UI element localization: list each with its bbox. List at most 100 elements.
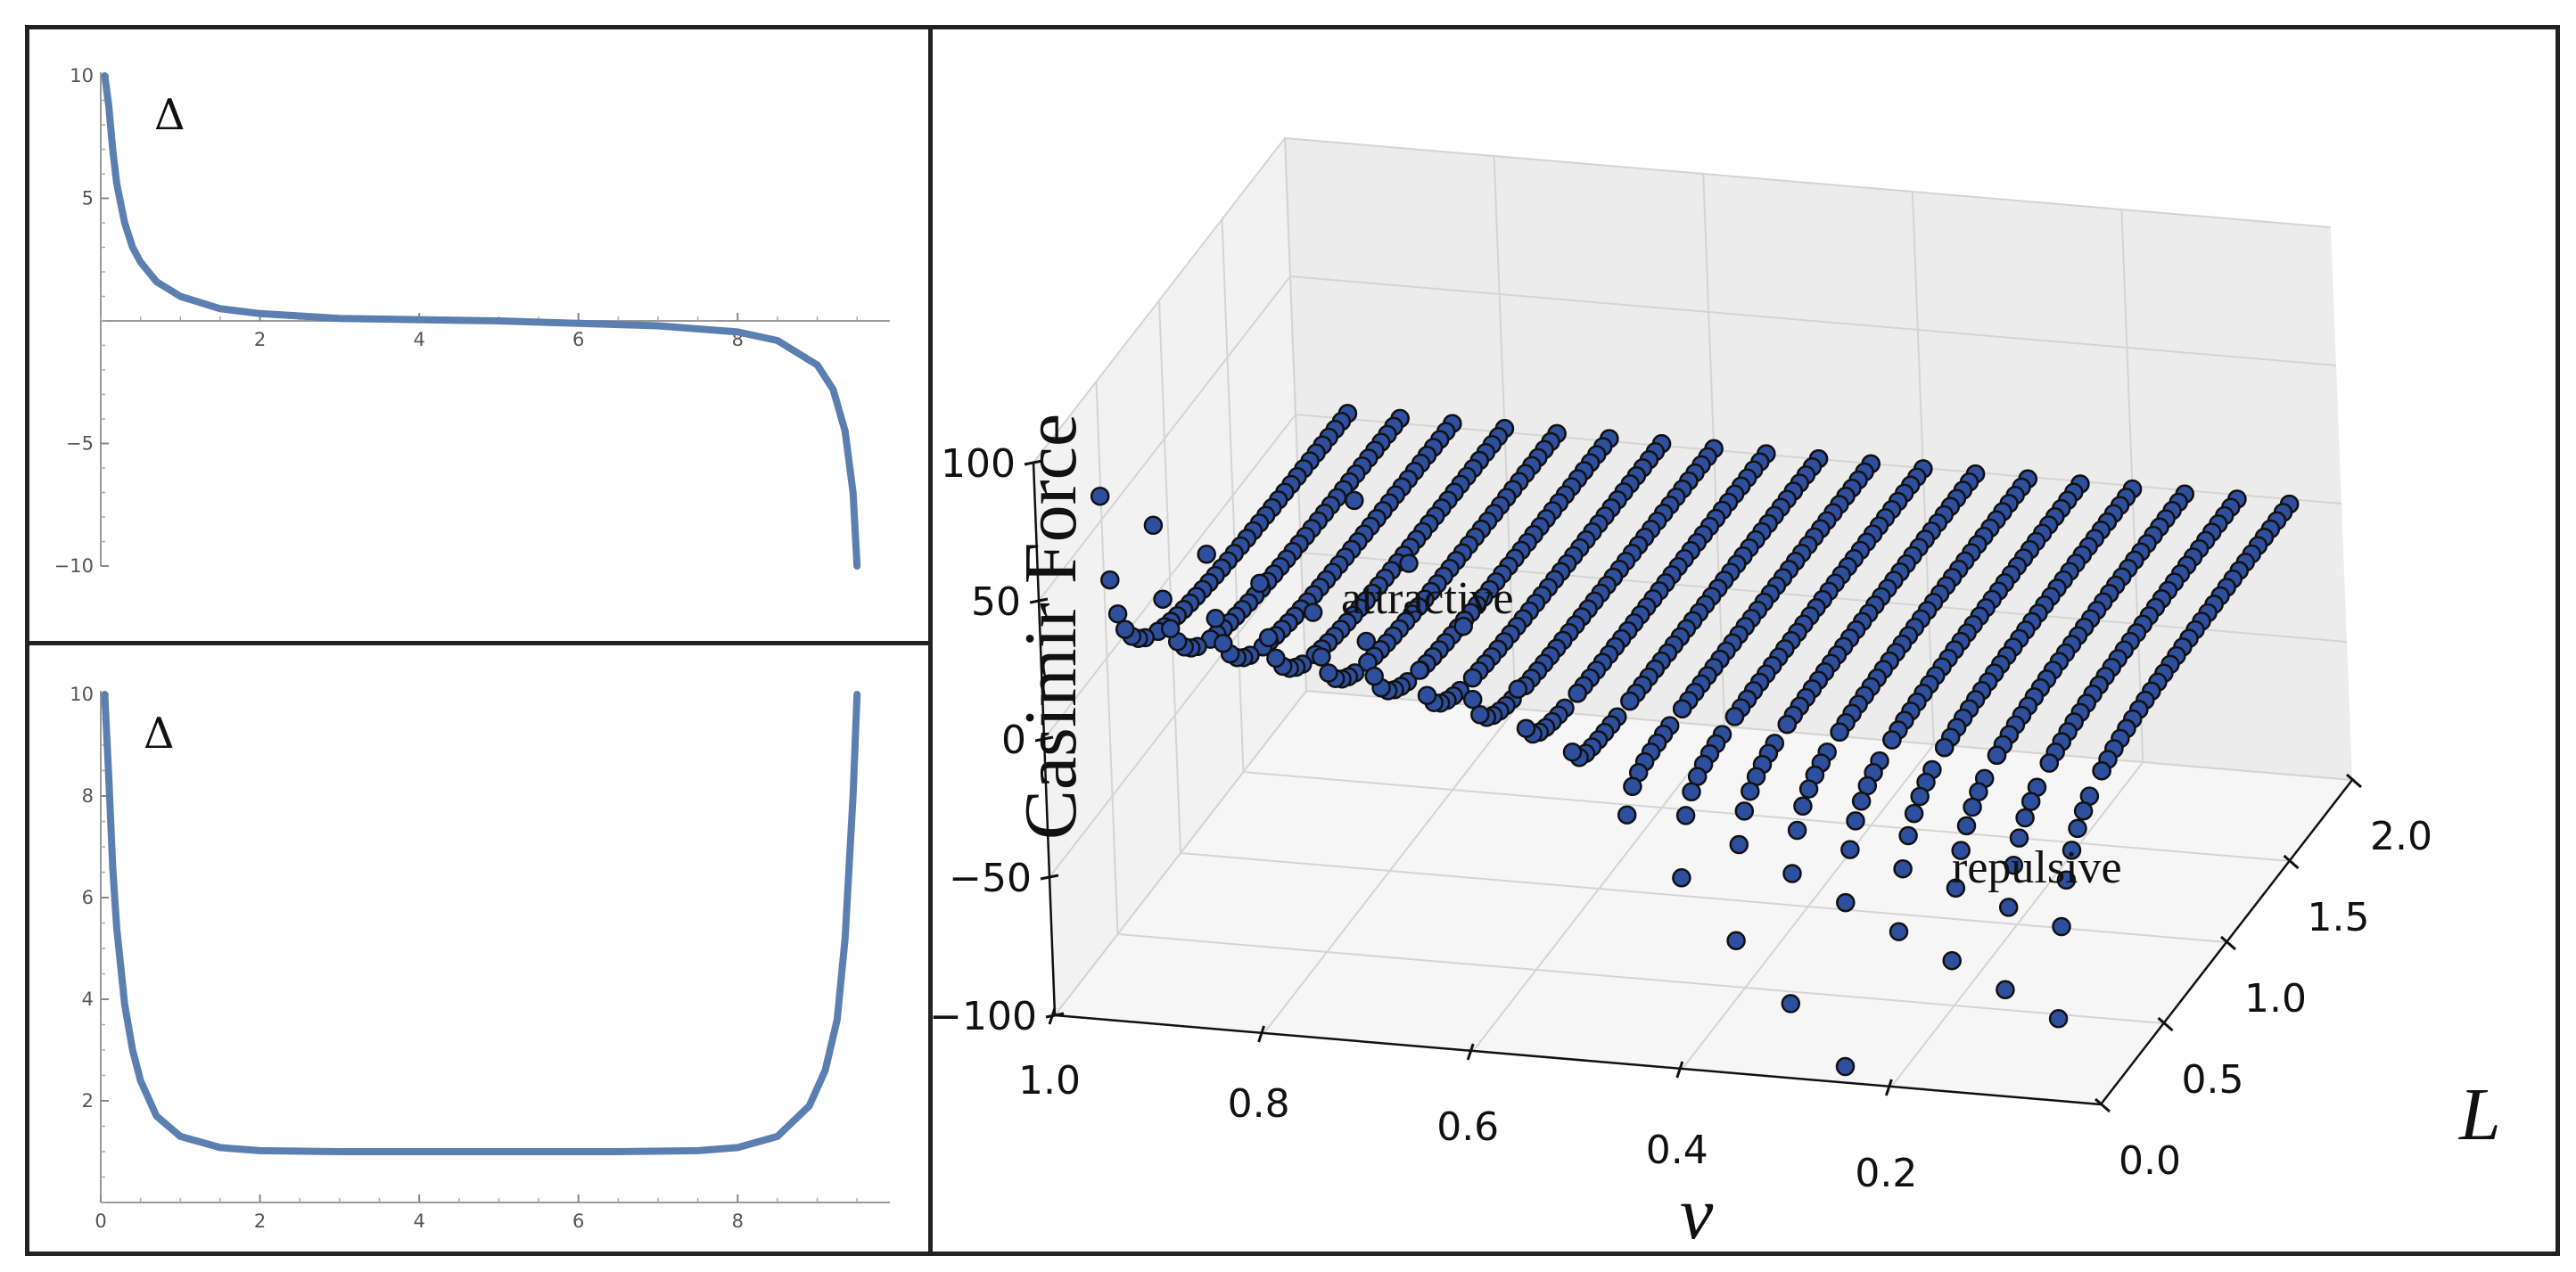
scatter-point	[2052, 916, 2071, 937]
L-tick-label: 1.5	[2308, 895, 2370, 940]
series-label-delta: Δ	[144, 709, 175, 759]
scatter-point	[1741, 781, 1760, 801]
L-tick-label: 0.5	[2182, 1057, 2244, 1103]
scatter-point	[2039, 753, 2060, 773]
nu-tick	[1048, 1007, 1057, 1025]
scatter-point	[1115, 620, 1135, 639]
nu-tick	[1257, 1025, 1266, 1043]
scatter-point	[1623, 776, 1642, 797]
y-tick-label: −5	[66, 433, 94, 455]
scatter-point	[1470, 705, 1490, 725]
scatter-point	[1453, 616, 1473, 636]
scatter-point	[1620, 691, 1640, 711]
scatter-point	[1724, 707, 1745, 726]
scatter-point	[1889, 922, 1909, 941]
scatter-point	[1214, 634, 1233, 653]
scatter-point	[1266, 648, 1286, 669]
scatter-point	[1206, 609, 1226, 628]
x-tick-label: 0	[95, 1210, 106, 1232]
y-tick-label: 10	[70, 65, 94, 86]
force-tick	[1045, 1012, 1065, 1019]
scatter-point	[2056, 870, 2077, 890]
scatter-point	[2004, 855, 2024, 875]
nu-axis-title: ν	[1680, 1172, 1714, 1251]
scatter-point	[1462, 668, 1483, 688]
nu-tick-label: 0.6	[1436, 1104, 1499, 1150]
scatter-point	[1568, 684, 1587, 703]
scatter-point	[1777, 714, 1798, 734]
scatter-point	[1734, 801, 1755, 821]
x-tick-label: 6	[572, 329, 584, 350]
scatter-point	[1987, 745, 2007, 766]
scatter-point	[1462, 689, 1483, 710]
x-tick-label: 4	[413, 329, 424, 350]
annotation-attractive: attractive	[1341, 573, 1513, 624]
scatter-point	[1562, 742, 1583, 762]
scatter-point	[1675, 806, 1696, 825]
y-tick-label: 2	[82, 1090, 94, 1112]
scatter-point	[1153, 589, 1173, 609]
grid-line-nu	[1054, 137, 1308, 1016]
annotation-repulsive: repulsive	[1952, 842, 2122, 893]
L-tick	[2283, 854, 2300, 870]
grid-line-L-floor	[1243, 771, 2290, 862]
nu-tick-label: 0.2	[1855, 1151, 1917, 1196]
L-tick-label: 2.0	[2370, 814, 2432, 859]
scatter-point	[1312, 647, 1331, 667]
y-tick-label: 10	[70, 684, 94, 705]
delta-plot-symmetric: 10 8 6 4 2 0 2 4 6 8 Δ	[70, 684, 890, 1232]
force-tick	[1034, 735, 1054, 743]
force-tick-label: 50	[971, 579, 1021, 625]
scatter-point	[2009, 828, 2029, 848]
scatter-point	[1319, 663, 1338, 683]
grid-line-nu	[1682, 191, 1935, 1070]
grid-line-L-wall	[1095, 381, 1119, 935]
plot-panel-top-left: 10 5 −5 −10 2 4 6 8 Δ	[25, 25, 933, 645]
scatter-point	[1729, 834, 1749, 855]
nu-tick-label: 0.4	[1646, 1128, 1708, 1173]
y-tick-label: 6	[82, 887, 94, 908]
scatter-point	[2020, 792, 2041, 811]
scatter-point	[1682, 782, 1701, 802]
scatter-point	[1956, 816, 1977, 836]
scatter-point	[1830, 722, 1849, 743]
scatter-point	[1882, 730, 1902, 750]
y-tick-label: −10	[54, 555, 94, 577]
x-tick-label: 2	[254, 1210, 266, 1232]
scatter-point	[2092, 760, 2111, 781]
force-tick-label: 100	[941, 441, 1016, 487]
scatter-point	[1846, 811, 1865, 831]
plot-panel-bottom-left: 10 8 6 4 2 0 2 4 6 8 Δ	[25, 641, 933, 1256]
scatter-point	[1107, 603, 1128, 624]
scatter-point	[1898, 825, 1918, 846]
x-tick-label: 2	[254, 329, 266, 350]
scatter-point	[1100, 570, 1120, 590]
L-tick	[2220, 935, 2236, 951]
scatter-point	[2015, 808, 2035, 828]
scatter-point	[1893, 858, 1913, 879]
scatter-point	[1303, 603, 1323, 622]
scatter-point	[1250, 573, 1270, 594]
L-tick	[2346, 773, 2362, 789]
scatter-point	[2062, 841, 2082, 860]
nu-tick	[1675, 1061, 1684, 1079]
scatter-point	[1090, 486, 1110, 506]
y-tick-label: 5	[82, 188, 94, 209]
scatter-point	[1160, 619, 1181, 639]
scatter-point	[1197, 545, 1216, 564]
scatter-point	[1835, 1056, 1856, 1077]
L-axis-title: L	[2458, 1073, 2501, 1156]
scatter-point	[1356, 631, 1377, 652]
scatter-point	[1946, 878, 1966, 899]
scatter-point	[1787, 820, 1807, 841]
grid-line-nu	[1263, 155, 1517, 1034]
x-tick-label: 8	[732, 1210, 744, 1232]
grid-line-L-floor	[1117, 933, 2164, 1024]
nu-axis-line	[1054, 1013, 2102, 1106]
x-tick-label: 4	[413, 1210, 424, 1232]
y-tick-label: 4	[82, 989, 94, 1010]
force-axis-title: Casimir Force	[1009, 414, 1092, 840]
scatter-point	[1364, 666, 1384, 686]
scatter-point	[1963, 797, 1982, 817]
